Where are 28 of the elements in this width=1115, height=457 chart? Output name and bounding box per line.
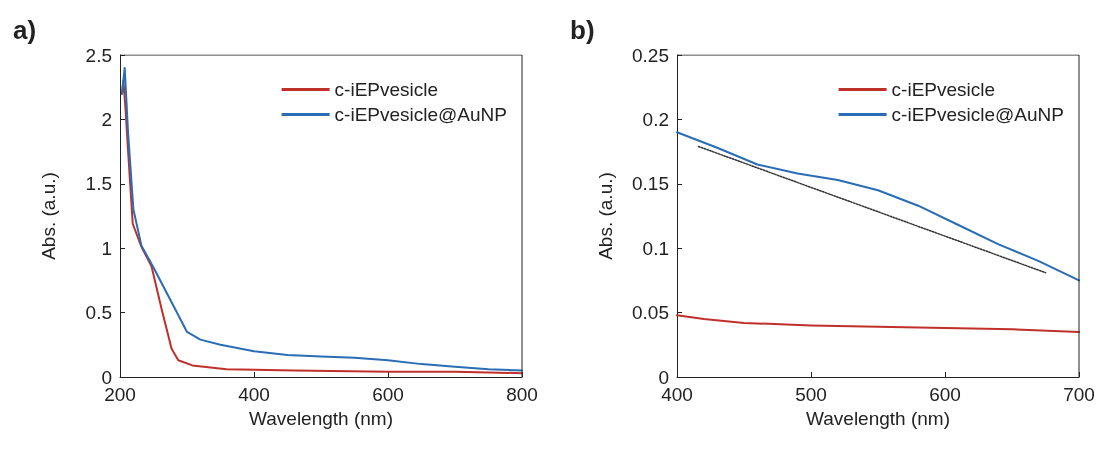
y-tick-label: 0.05 xyxy=(632,302,669,324)
line-series xyxy=(676,131,1080,282)
y-tick-label: 0.1 xyxy=(642,237,669,259)
x-axis-title: Wavelength (nm) xyxy=(806,407,950,429)
x-tick-label: 400 xyxy=(238,384,270,405)
legend-label: c-iEPvesicle@AuNP xyxy=(891,104,1065,125)
y-tick-label: 0.15 xyxy=(632,173,669,195)
x-tick-label: 600 xyxy=(929,384,961,405)
legend-label: c-iEPvesicle xyxy=(891,79,996,100)
y-tick-label: 1.5 xyxy=(85,173,112,195)
y-tick-label: 0.25 xyxy=(632,44,669,66)
chart-title: a) xyxy=(13,15,37,45)
line-series xyxy=(676,314,1080,333)
y-tick-label: 2 xyxy=(101,108,112,130)
y-tick-label: 2.5 xyxy=(85,44,112,66)
y-axis-title: Abs. (a.u.) xyxy=(595,172,616,260)
y-tick-label: 0.5 xyxy=(85,302,112,324)
legend-label: c-iEPvesicle@AuNP xyxy=(334,104,508,125)
chart-title: b) xyxy=(570,15,595,45)
y-axis-title: Abs. (a.u.) xyxy=(38,172,59,260)
x-tick-label: 800 xyxy=(506,384,538,405)
y-tick-label: 1 xyxy=(101,237,112,259)
legend-label: c-iEPvesicle xyxy=(334,79,439,100)
x-tick-label: 600 xyxy=(372,384,404,405)
x-tick-label: 700 xyxy=(1063,384,1095,405)
x-tick-label: 500 xyxy=(795,384,827,405)
y-tick-label: 0.2 xyxy=(642,108,669,130)
x-axis-title: Wavelength (nm) xyxy=(249,407,393,429)
